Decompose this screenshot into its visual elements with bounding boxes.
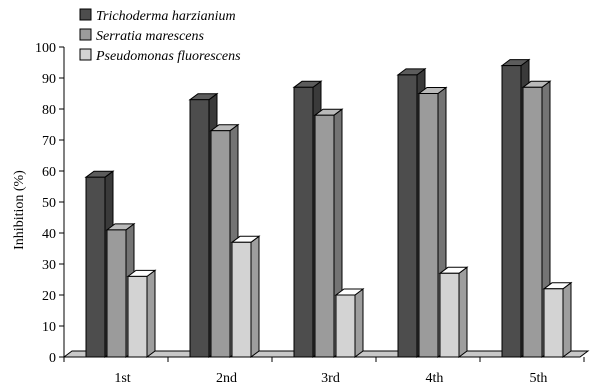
bar-front	[293, 86, 314, 358]
legend-swatch	[79, 8, 92, 21]
bar-side	[146, 269, 156, 358]
bar-front	[85, 176, 106, 358]
bar	[542, 281, 573, 358]
y-axis-title: Inhibition (%)	[12, 170, 27, 250]
bar-front	[231, 241, 252, 358]
x-tick-label: 2nd	[216, 371, 237, 385]
y-tick-label: 60	[42, 165, 56, 180]
bar	[126, 269, 157, 358]
y-axis: 0 10 20 30 40 50 60 70 80 90 100	[35, 41, 580, 366]
bar-side	[458, 266, 468, 358]
y-tick-label: 50	[42, 196, 56, 211]
bars	[84, 58, 573, 358]
bar-front	[543, 288, 564, 358]
legend-label: Trichoderma harzianium	[96, 9, 236, 24]
legend-swatch	[79, 48, 92, 61]
legend: Trichoderma harzianium Serratia marescens…	[79, 8, 241, 64]
y-tick-label: 70	[42, 134, 56, 149]
bar-front	[501, 65, 522, 358]
bar-front	[127, 275, 148, 358]
y-tick-label: 40	[42, 227, 56, 242]
bar-front	[522, 86, 543, 358]
bar-side	[562, 281, 572, 358]
legend-label: Serratia marescens	[96, 29, 205, 44]
bar-front	[189, 99, 210, 358]
bar-front	[418, 93, 439, 358]
bar-front	[210, 130, 231, 358]
bar-side	[354, 288, 364, 358]
y-tick-label: 30	[42, 258, 56, 273]
bar	[438, 266, 469, 358]
y-tick-label: 10	[42, 320, 56, 335]
bar-front	[439, 272, 460, 358]
x-tick-label: 1st	[114, 371, 130, 385]
bar-front	[335, 294, 356, 358]
y-tick-label: 0	[49, 351, 56, 366]
legend-label: Pseudomonas fluorescens	[95, 49, 241, 64]
legend-swatch	[79, 28, 92, 41]
y-tick-label: 100	[35, 41, 56, 56]
x-tick-label: 3rd	[321, 371, 340, 385]
x-tick-label: 5th	[530, 371, 548, 385]
y-tick-label: 90	[42, 72, 56, 87]
y-tick-label: 80	[42, 103, 56, 118]
bar	[334, 288, 365, 358]
bar-front	[106, 229, 127, 358]
bar-side	[250, 235, 260, 358]
bar	[84, 170, 115, 358]
bar-front	[314, 114, 335, 358]
x-axis-labels: 1st2nd3rd4th5th6th	[63, 357, 585, 385]
bar	[230, 235, 261, 358]
y-tick-label: 20	[42, 289, 56, 304]
x-tick-label: 4th	[426, 371, 444, 385]
bar-front	[397, 74, 418, 358]
